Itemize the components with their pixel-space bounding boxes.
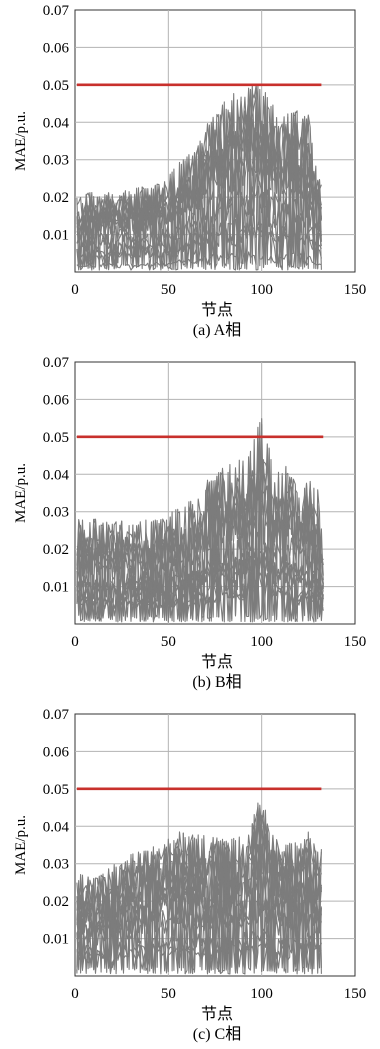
x-axis-label: 节点 xyxy=(201,653,233,671)
x-tick-label: 100 xyxy=(250,282,273,298)
chart-panel-c: 0.01 0.02 0.03 0.04 0.05 0.06 0.07 0 50 100 150 节点 M… xyxy=(0,704,380,1044)
y-tick-label: 0.07 xyxy=(43,3,70,19)
mae-trace xyxy=(76,450,324,623)
mae-trace xyxy=(76,84,322,271)
y-tick-label: 0.01 xyxy=(43,228,69,244)
trace-group xyxy=(76,83,322,271)
chart-panel-b: 0.01 0.02 0.03 0.04 0.05 0.06 0.07 0 50 100 150 节点 M… xyxy=(0,352,380,692)
x-tick-label: 100 xyxy=(250,634,273,650)
y-tick-label: 0.07 xyxy=(43,707,70,723)
y-tick-label: 0.02 xyxy=(43,190,69,206)
trace-group xyxy=(76,418,324,623)
x-tick-label: 50 xyxy=(161,282,176,298)
y-axis-label: MAE/p.u. xyxy=(13,111,29,171)
y-axis-label: MAE/p.u. xyxy=(13,463,29,523)
y-tick-label: 0.06 xyxy=(43,40,70,56)
chart-caption: (c) C相 xyxy=(193,1025,241,1043)
x-axis-label: 节点 xyxy=(201,1005,233,1023)
y-tick-label: 0.05 xyxy=(43,78,69,94)
y-tick-label: 0.04 xyxy=(43,467,70,483)
mae-trace xyxy=(76,418,324,623)
y-tick-label: 0.04 xyxy=(43,115,70,131)
mae-trace xyxy=(76,461,324,623)
chart-a: 0.01 0.02 0.03 0.04 0.05 0.06 0.07 0 50 100 150 节点 M… xyxy=(13,3,367,339)
y-tick-label: 0.03 xyxy=(43,857,69,873)
x-tick-label: 100 xyxy=(250,986,273,1002)
x-tick-label: 50 xyxy=(161,986,176,1002)
mae-trace xyxy=(76,813,322,974)
y-axis-label: MAE/p.u. xyxy=(13,815,29,875)
mae-trace xyxy=(76,823,322,975)
mae-trace xyxy=(76,840,322,975)
chart-caption: (b) B相 xyxy=(192,673,241,691)
y-tick-label: 0.06 xyxy=(43,392,70,408)
chart-caption: (a) A相 xyxy=(193,321,241,339)
y-tick-label: 0.02 xyxy=(43,542,69,558)
y-tick-label: 0.03 xyxy=(43,153,69,169)
y-tick-label: 0.02 xyxy=(43,894,69,910)
x-tick-label: 50 xyxy=(161,634,176,650)
trace-group xyxy=(76,802,322,975)
y-tick-label: 0.07 xyxy=(43,355,70,371)
mae-trace xyxy=(76,804,322,975)
x-tick-label: 150 xyxy=(344,986,367,1002)
y-tick-label: 0.03 xyxy=(43,505,69,521)
y-tick-label: 0.05 xyxy=(43,430,69,446)
y-tick-label: 0.04 xyxy=(43,819,70,835)
y-tick-label: 0.06 xyxy=(43,744,70,760)
x-tick-label: 0 xyxy=(71,986,79,1002)
x-tick-label: 0 xyxy=(71,634,79,650)
mae-trace xyxy=(76,421,324,622)
y-tick-label: 0.05 xyxy=(43,782,69,798)
y-tick-label: 0.01 xyxy=(43,932,69,948)
y-tick-label: 0.01 xyxy=(43,580,69,596)
x-tick-label: 0 xyxy=(71,282,79,298)
x-tick-label: 150 xyxy=(344,634,367,650)
chart-c: 0.01 0.02 0.03 0.04 0.05 0.06 0.07 0 50 100 150 节点 M… xyxy=(13,707,367,1043)
chart-b: 0.01 0.02 0.03 0.04 0.05 0.06 0.07 0 50 100 150 节点 M… xyxy=(13,355,367,691)
chart-panel-a: 0.01 0.02 0.03 0.04 0.05 0.06 0.07 0 50 100 150 节点 M… xyxy=(0,0,380,340)
x-axis-label: 节点 xyxy=(201,301,233,319)
x-tick-label: 150 xyxy=(344,282,367,298)
